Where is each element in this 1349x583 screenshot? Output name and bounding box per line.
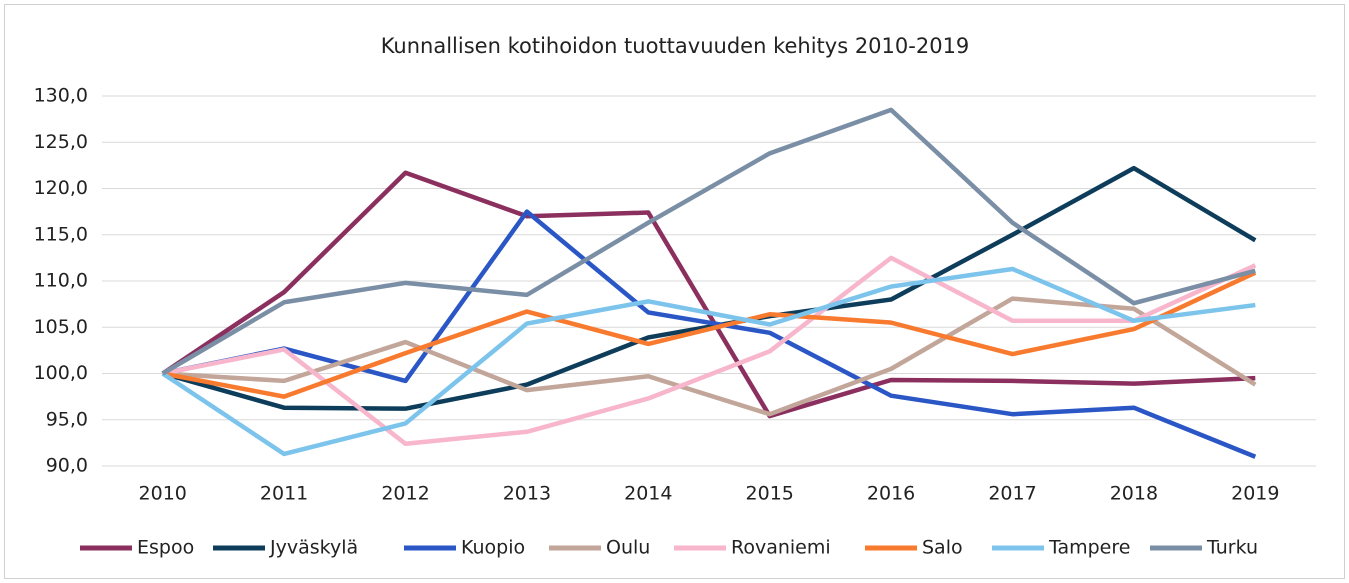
series-line bbox=[161, 266, 1256, 457]
chart-border bbox=[4, 4, 1345, 579]
x-tick-label: 2015 bbox=[746, 483, 794, 505]
x-tick-label: 2018 bbox=[1110, 483, 1158, 505]
x-tick-label: 2012 bbox=[381, 483, 429, 505]
y-tick-label: 120,0 bbox=[34, 177, 88, 199]
y-tick-label: 130,0 bbox=[34, 85, 88, 107]
legend-label: Kuopio bbox=[461, 537, 525, 559]
legend-label: Turku bbox=[1206, 537, 1258, 559]
series-line bbox=[162, 296, 1257, 417]
y-tick-label: 105,0 bbox=[34, 316, 88, 338]
series-line bbox=[162, 270, 1257, 399]
y-tick-label: 125,0 bbox=[34, 131, 88, 153]
x-tick-label: 2017 bbox=[988, 483, 1036, 505]
series-line bbox=[161, 107, 1256, 376]
chart-title: Kunnallisen kotihoidon tuottavuuden kehi… bbox=[381, 34, 970, 58]
series-line bbox=[162, 209, 1257, 459]
legend-label: Tampere bbox=[1048, 537, 1130, 559]
legend-label: Oulu bbox=[606, 537, 650, 559]
legend-label: Jyväskylä bbox=[269, 537, 358, 559]
x-tick-label: 2014 bbox=[624, 483, 672, 505]
legend-label: Espoo bbox=[137, 537, 194, 559]
x-tick-label: 2013 bbox=[503, 483, 551, 505]
series-line bbox=[162, 255, 1257, 447]
x-tick-label: 2019 bbox=[1231, 483, 1279, 505]
y-tick-label: 90,0 bbox=[46, 455, 88, 477]
x-tick-label: 2016 bbox=[867, 483, 915, 505]
y-tick-label: 95,0 bbox=[46, 408, 88, 430]
x-tick-label: 2011 bbox=[260, 483, 308, 505]
legend-label: Salo bbox=[922, 537, 963, 559]
legend-label: Rovaniemi bbox=[731, 537, 831, 559]
y-tick-label: 115,0 bbox=[34, 223, 88, 245]
y-tick-label: 110,0 bbox=[34, 270, 88, 292]
x-tick-label: 2010 bbox=[139, 483, 187, 505]
y-tick-label: 100,0 bbox=[34, 362, 88, 384]
